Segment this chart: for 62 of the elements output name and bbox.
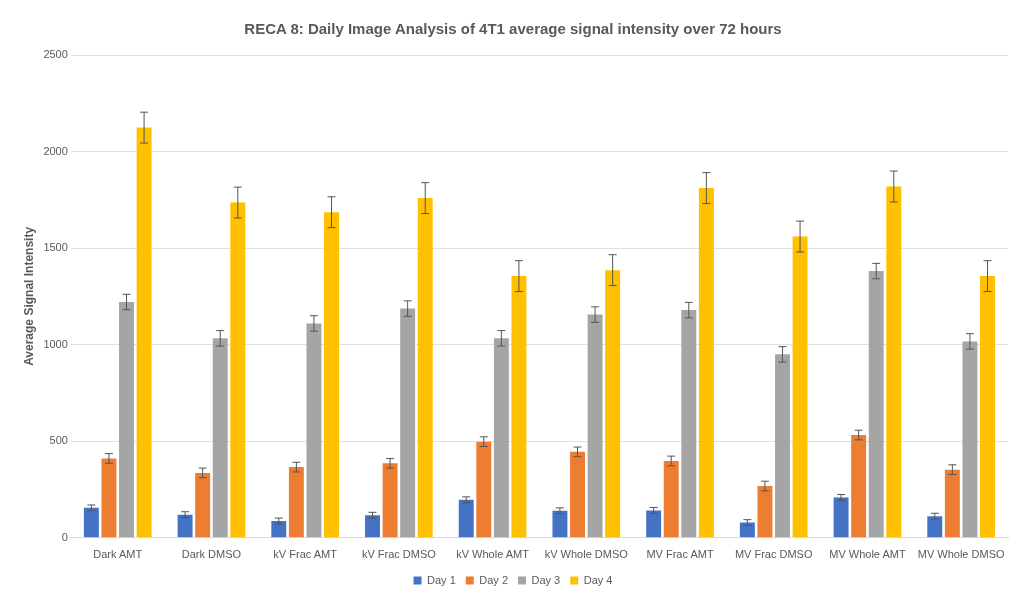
bar [552, 510, 568, 538]
y-tick-label: 500 [49, 434, 68, 447]
bar [230, 202, 246, 538]
bar [944, 469, 960, 538]
bar [271, 521, 287, 538]
y-axis-title: Average Signal Intensity [21, 226, 36, 366]
bar [83, 507, 99, 538]
bar [587, 314, 603, 538]
bar [962, 341, 978, 538]
x-tick-label: kV Frac DMSO [361, 548, 437, 561]
x-tick-label: MV Whole DMSO [917, 548, 1005, 561]
bar [757, 486, 773, 538]
bar [851, 435, 867, 538]
y-tick-label: 1500 [43, 241, 68, 254]
bar [927, 516, 943, 538]
x-tick-label: MV Frac AMT [646, 548, 714, 561]
bar [739, 522, 755, 538]
bar [570, 451, 585, 538]
bar [212, 338, 228, 538]
bar [324, 212, 339, 538]
x-tick-label: MV Frac DMSO [734, 548, 813, 561]
bar [458, 499, 474, 538]
bar [646, 510, 662, 538]
bar [511, 276, 527, 538]
bar [663, 460, 679, 538]
bar [605, 270, 621, 538]
bar [306, 323, 322, 538]
bar [886, 186, 902, 538]
bar [698, 188, 714, 538]
legend-label: Day 2 [479, 573, 509, 586]
y-tick-label: 2000 [43, 144, 68, 157]
y-tick-label: 2500 [43, 48, 68, 61]
bar [101, 458, 117, 538]
x-tick-label: kV Whole DMSO [544, 548, 629, 561]
bar [382, 463, 398, 538]
legend-label: Day 4 [583, 573, 613, 586]
bar [417, 198, 433, 538]
chart-title: RECA 8: Daily Image Analysis of 4T1 average signal intensity over 72 hours [244, 20, 782, 38]
legend-label: Day 1 [427, 573, 456, 586]
y-tick-label: 0 [61, 530, 68, 543]
bar [177, 514, 193, 538]
bar [195, 472, 211, 538]
x-tick-label: Dark AMT [93, 548, 143, 561]
x-tick-label: kV Frac AMT [273, 548, 338, 561]
x-tick-label: MV Whole AMT [829, 548, 906, 561]
bar [400, 308, 416, 538]
bar [119, 302, 134, 538]
bar [288, 467, 304, 538]
bar [493, 338, 509, 538]
x-tick-label: kV Whole AMT [456, 548, 530, 561]
legend-label: Day 3 [531, 573, 561, 586]
x-tick-label: Dark DMSO [181, 548, 242, 561]
bar [775, 354, 790, 538]
bar [868, 271, 884, 538]
bar [980, 276, 995, 538]
bar [833, 497, 849, 538]
bar [681, 310, 697, 538]
bar [136, 127, 152, 538]
y-tick-label: 1000 [43, 337, 68, 350]
bar [365, 515, 380, 538]
bar [792, 236, 808, 538]
bar [476, 441, 492, 538]
